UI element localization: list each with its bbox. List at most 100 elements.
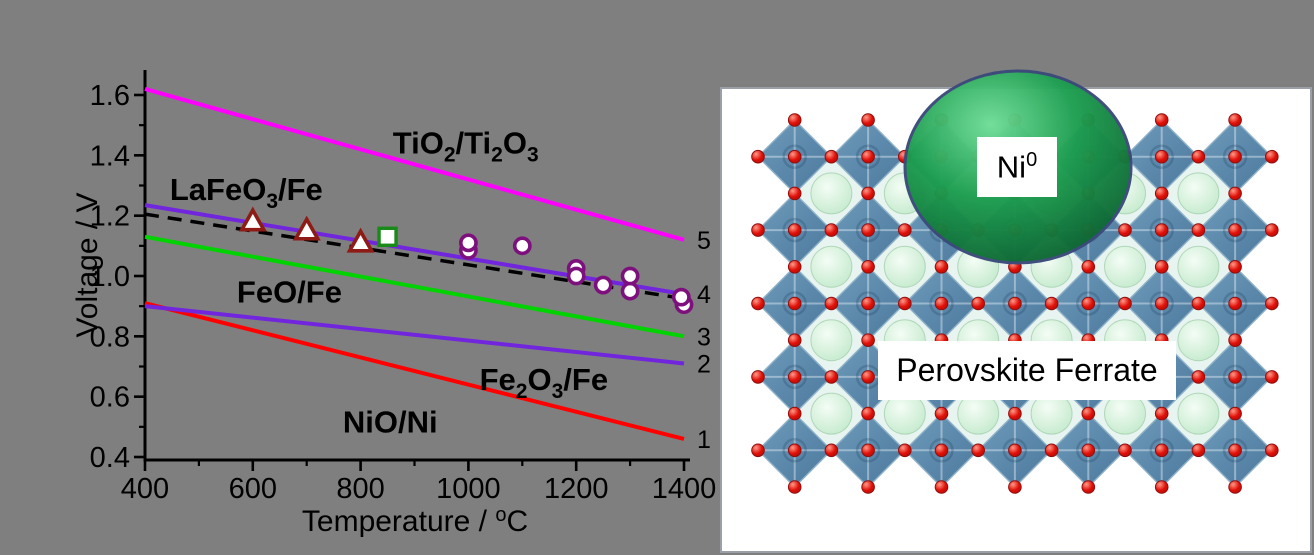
oxygen-atom [824,443,839,458]
y-tick-label: 0.4 [90,442,130,474]
oxygen-atom [787,480,802,494]
oxygen-atom [1228,480,1242,494]
y-tick-label: 1.2 [90,201,130,233]
octahedron-center-ring [1076,438,1101,463]
octahedron-center-ring [1222,217,1248,243]
oxygen-atom [1154,149,1169,164]
marker-circle [671,287,691,307]
marker-triangle [346,227,375,253]
line-number-3: 3 [697,323,711,351]
octahedron-center-ring [782,364,807,390]
oxygen-atom [971,443,986,458]
oxygen-atom [787,186,802,201]
octahedron-center-ring [1222,438,1248,463]
a-site-atom [1177,319,1220,362]
y-tick-label: 1.0 [90,261,130,293]
perovskite-ferrate-illustration [720,69,1312,553]
line-number-5: 5 [697,227,711,255]
oxygen-atom [1081,443,1096,458]
x-tick-label: 400 [121,473,169,505]
x-tick-label: 1000 [436,473,501,505]
perovskite-caption-text: Perovskite Ferrate [896,352,1158,388]
series-line-fe2o3-fe [144,304,685,366]
oxygen-atom [1154,260,1169,274]
octahedron-center-ring [855,291,881,316]
octahedron-center-ring [1222,364,1248,390]
oxygen-atom [1008,480,1022,494]
octahedron-center-ring [855,144,881,169]
oxygen-atom [1228,260,1242,274]
y-tick-label: 0.8 [90,321,130,353]
oxygen-atom [861,370,875,384]
series-label-feo-fe: FeO/Fe [237,275,342,310]
oxygen-atom [1228,443,1242,458]
oxygen-atom [1044,296,1059,311]
oxygen-atom [824,370,839,384]
octahedron-center-ring [1002,291,1028,316]
oxygen-atom [934,406,949,421]
octahedron-center-ring [1222,144,1248,169]
oxygen-atom [861,113,875,127]
oxygen-atom [1008,296,1022,311]
oxygen-atom [1191,149,1206,164]
oxygen-atom [1265,149,1279,164]
x-tick-label: 1200 [544,473,609,505]
a-site-atom [810,245,853,288]
y-tick-label: 1.4 [90,140,130,172]
oxygen-atom [934,260,949,274]
nickel-particle-text: Ni0 [996,148,1038,185]
x-tick-label: 800 [336,473,384,505]
octahedron-center-ring [1149,217,1174,243]
y-axis-title: Voltage / V [71,192,104,337]
oxygen-atom [751,223,765,237]
octahedron-center-ring [929,438,954,463]
marker-circle [620,281,640,301]
oxygen-atom [861,223,875,237]
oxygen-atom [1228,223,1242,237]
oxygen-atom [1228,333,1242,348]
marker-circle [512,236,532,256]
oxygen-atom [1081,260,1096,274]
oxygen-atom [787,260,802,274]
y-tick-label: 1.6 [90,80,130,112]
oxygen-atom [1154,186,1169,201]
oxygen-atom [861,406,875,421]
oxygen-atom [1191,296,1206,311]
a-site-atom [810,319,853,362]
oxygen-atom [1228,296,1242,311]
oxygen-atom [1265,443,1279,458]
line-number-2: 2 [697,350,711,378]
x-tick-label: 600 [229,473,277,505]
a-site-atom [810,172,853,215]
oxygen-atom [751,443,765,458]
octahedron-center-ring [1222,291,1248,316]
oxygen-atom [861,333,875,348]
oxygen-atom [934,443,949,458]
oxygen-atom [898,296,912,311]
marker-circle [458,233,478,253]
oxygen-atom [1228,406,1242,421]
oxygen-atom [1191,443,1206,458]
oxygen-atom [787,149,802,164]
oxygen-atom [824,149,839,164]
oxygen-atom [1081,296,1096,311]
octahedron-center-ring [1076,291,1101,316]
oxygen-atom [861,443,875,458]
marker-circle [566,266,586,286]
octahedron-center-ring [782,438,807,463]
series-label-lafeo3-fe: LaFeO3/Fe [170,172,323,213]
y-tick-label: 0.6 [90,382,130,414]
oxygen-atom [1008,443,1022,458]
oxygen-atom [1228,370,1242,384]
oxygen-atom [861,480,875,494]
series-label-tio2-ti2o3: TiO2/Ti2O3 [393,125,539,166]
oxygen-atom [1008,406,1022,421]
octahedron-center-ring [929,291,954,316]
oxygen-atom [1118,223,1132,237]
marker-triangle [238,206,267,232]
oxygen-atom [934,480,949,494]
octahedron-center-ring [855,217,881,243]
oxygen-atom [1265,296,1279,311]
oxygen-atom [934,296,949,311]
